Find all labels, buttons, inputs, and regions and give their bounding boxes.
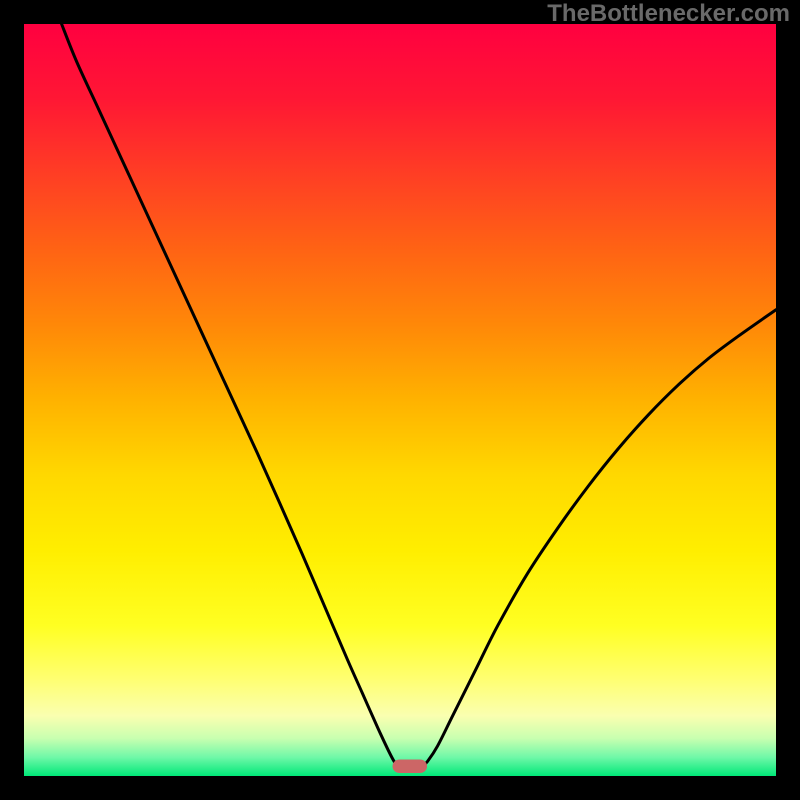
- bottleneck-curve-plot: [0, 0, 800, 800]
- watermark-text: TheBottlenecker.com: [547, 0, 790, 28]
- optimal-marker: [392, 759, 427, 773]
- chart-frame: { "watermark": { "text": "TheBottlenecke…: [0, 0, 800, 800]
